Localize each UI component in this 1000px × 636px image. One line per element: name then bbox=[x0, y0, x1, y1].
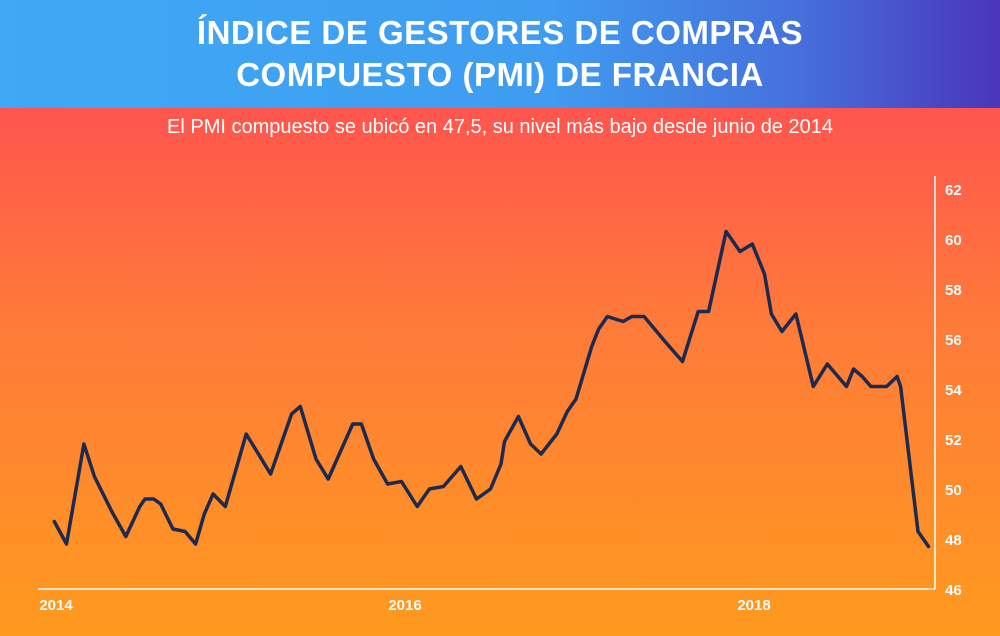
y-tick-label: 46 bbox=[945, 582, 962, 599]
x-tick-label: 2018 bbox=[737, 597, 770, 614]
y-tick-label: 62 bbox=[945, 182, 962, 199]
y-tick-label: 56 bbox=[945, 332, 962, 349]
y-tick-label: 50 bbox=[945, 482, 962, 499]
pmi-series-line bbox=[52, 229, 931, 549]
x-tick-label: 2014 bbox=[39, 597, 73, 614]
chart-title-line-2: COMPUESTO (PMI) DE FRANCIA bbox=[236, 56, 764, 93]
y-tick-label: 58 bbox=[945, 282, 962, 299]
y-tick-label: 54 bbox=[945, 382, 962, 399]
y-tick-label: 60 bbox=[945, 232, 962, 249]
y-tick-label: 48 bbox=[945, 532, 962, 549]
chart-subtitle: El PMI compuesto se ubicó en 47,5, su ni… bbox=[167, 116, 833, 138]
x-tick-label: 2016 bbox=[388, 597, 421, 614]
chart-header: ÍNDICE DE GESTORES DE COMPRAS COMPUESTO … bbox=[0, 0, 1000, 108]
chart-title-line-1: ÍNDICE DE GESTORES DE COMPRAS bbox=[196, 14, 804, 51]
y-tick-label: 52 bbox=[945, 432, 962, 449]
